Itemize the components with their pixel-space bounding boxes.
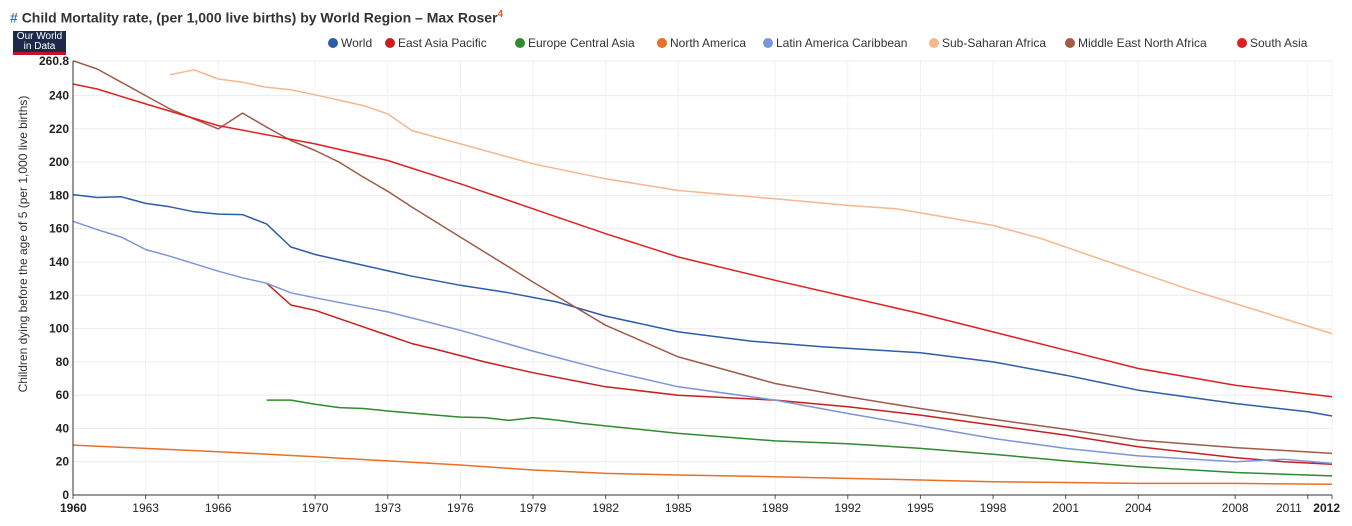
- series-line-sub-saharan-africa: [169, 69, 1333, 335]
- legend-dot: [929, 38, 939, 48]
- y-tick-label: 80: [56, 355, 70, 369]
- legend-label: South Asia: [1250, 36, 1308, 50]
- y-tick-label: 180: [49, 188, 69, 202]
- our-world-in-data-logo[interactable]: Our World in Data: [13, 31, 66, 55]
- x-tick-label: 1989: [762, 501, 789, 515]
- x-tick-label: 1973: [374, 501, 401, 515]
- y-tick-label: 60: [56, 388, 70, 402]
- y-tick-label: 100: [49, 322, 69, 336]
- x-tick-label: 1970: [302, 501, 329, 515]
- x-tick-label: 2012: [1313, 501, 1340, 515]
- legend-item-south-asia[interactable]: South Asia: [1237, 36, 1307, 50]
- grid-lines: [72, 60, 1333, 496]
- x-tick-label: 1992: [834, 501, 861, 515]
- y-tick-label: 0: [62, 488, 69, 502]
- y-tick-label: 40: [56, 421, 70, 435]
- legend-label: Middle East North Africa: [1078, 36, 1207, 50]
- permalink-hash[interactable]: #: [10, 9, 18, 26]
- legend-label: East Asia Pacific: [398, 36, 487, 50]
- legend-item-latin-america-caribbean[interactable]: Latin America Caribbean: [763, 36, 907, 50]
- legend-dot: [763, 38, 773, 48]
- x-tick-label: 2011: [1276, 501, 1302, 515]
- legend-dot: [515, 38, 525, 48]
- legend-item-sub-saharan-africa[interactable]: Sub-Saharan Africa: [929, 36, 1046, 50]
- y-tick-label: 120: [49, 288, 69, 302]
- legend-label: North America: [670, 36, 747, 50]
- legend-item-east-asia-pacific[interactable]: East Asia Pacific: [385, 36, 487, 50]
- series-line-south-asia: [72, 83, 1333, 398]
- axes: 0 20 40 60 80 100 120 140 160 180 200 220 240 260.8 19…: [39, 54, 1340, 515]
- x-tick-label: 1976: [447, 501, 474, 515]
- legend-label: World: [341, 36, 373, 50]
- x-tick-label: 1979: [520, 501, 547, 515]
- y-tick-label: 20: [56, 455, 70, 469]
- series-lines: [72, 59, 1333, 485]
- chart-title-text: Child Mortality rate, (per 1,000 live bi…: [21, 9, 498, 26]
- legend-item-north-america[interactable]: North America: [657, 36, 746, 50]
- legend-dot: [1065, 38, 1075, 48]
- x-tick-label: 1995: [907, 501, 934, 515]
- logo-line-1: Our World: [16, 31, 63, 42]
- chart-title: # Child Mortality rate, (per 1,000 live …: [10, 9, 503, 26]
- legend-label: Latin America Caribbean: [776, 36, 908, 50]
- series-line-north-america: [72, 444, 1333, 485]
- series-line-middle-east-north-africa: [72, 59, 1333, 455]
- series-line-latin-america-caribbean: [72, 220, 1333, 465]
- y-tick-label: 140: [49, 255, 69, 269]
- x-tick-label: 1960: [60, 501, 87, 515]
- y-axis-label: Children dying before the age of 5 (per …: [16, 96, 30, 393]
- x-tick-label: 1963: [132, 501, 159, 515]
- series-line-world: [72, 193, 1333, 417]
- title-footnote[interactable]: 4: [497, 9, 504, 20]
- series-line-europe-central-asia: [266, 399, 1333, 477]
- x-tick-label: 2001: [1052, 501, 1079, 515]
- legend-item-world[interactable]: World: [328, 36, 372, 50]
- series-line-east-asia-pacific: [266, 282, 1333, 465]
- legend-label: Sub-Saharan Africa: [942, 36, 1047, 50]
- y-tick-label: 200: [49, 155, 69, 169]
- y-tick-label: 240: [49, 89, 69, 103]
- logo-line-2: in Data: [23, 41, 56, 52]
- legend-item-europe-central-asia[interactable]: Europe Central Asia: [515, 36, 635, 50]
- legend-dot: [657, 38, 667, 48]
- x-tick-label: 2008: [1222, 501, 1249, 515]
- y-max-label: 260.8: [39, 54, 69, 68]
- y-tick-label: 160: [49, 222, 69, 236]
- legend-label: Europe Central Asia: [528, 36, 635, 50]
- legend-dot: [1237, 38, 1247, 48]
- legend-dot: [385, 38, 395, 48]
- y-tick-label: 220: [49, 122, 69, 136]
- x-tick-label: 2004: [1125, 501, 1152, 515]
- x-tick-label: 1998: [980, 501, 1007, 515]
- legend-item-middle-east-north-africa[interactable]: Middle East North Africa: [1065, 36, 1207, 50]
- x-tick-label: 1982: [592, 501, 619, 515]
- x-tick-label: 1966: [205, 501, 232, 515]
- x-tick-label: 1985: [665, 501, 692, 515]
- legend-dot: [328, 38, 338, 48]
